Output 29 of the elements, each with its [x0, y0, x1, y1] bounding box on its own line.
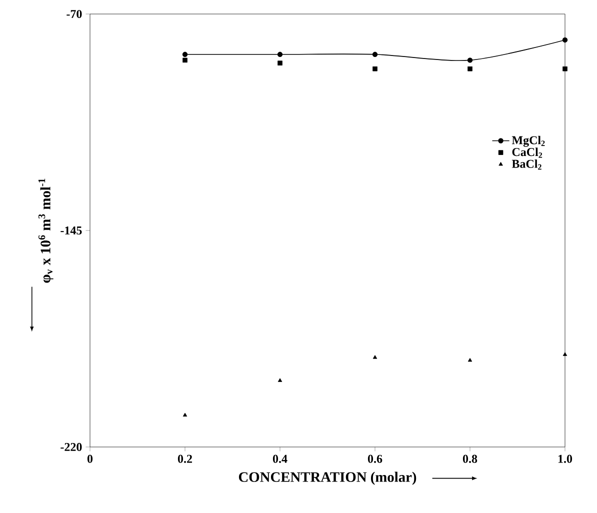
x-tick-label: 1.0: [558, 454, 572, 463]
point: [467, 58, 473, 63]
x-tick-label: 0.8: [462, 454, 478, 463]
point: [468, 66, 472, 72]
point: [562, 352, 568, 356]
point: [468, 358, 472, 362]
point: [372, 355, 378, 359]
y-tick-label: -70: [66, 10, 82, 18]
point: [278, 60, 282, 66]
legend-label: MgCl$_{2}$: [512, 136, 545, 147]
point: [277, 52, 283, 58]
x-tick-label: 0.4: [272, 454, 288, 463]
point: [278, 378, 282, 382]
y-tick-label: -145: [60, 226, 82, 235]
point: [372, 52, 378, 58]
x-tick-label: 0.2: [178, 454, 192, 463]
point: [182, 412, 188, 417]
x-tick-label: 0: [87, 454, 93, 463]
point: [372, 66, 378, 72]
point: [182, 58, 188, 63]
x-axis-title: CONCENTRATION (molar): [238, 472, 416, 485]
y-axis-title: φ$_{v}$ x 10$^{6}$ m$^{3}$ mol$^{-1}$: [38, 178, 54, 283]
x-tick-label: 0.6: [368, 454, 382, 463]
point: [562, 37, 568, 43]
point: [562, 66, 568, 72]
y-tick-label: -220: [60, 442, 82, 452]
point: [182, 52, 188, 58]
legend-label: CaCl$_{2}$: [512, 148, 542, 158]
legend-label: BaCl$_{2}$: [512, 159, 542, 170]
